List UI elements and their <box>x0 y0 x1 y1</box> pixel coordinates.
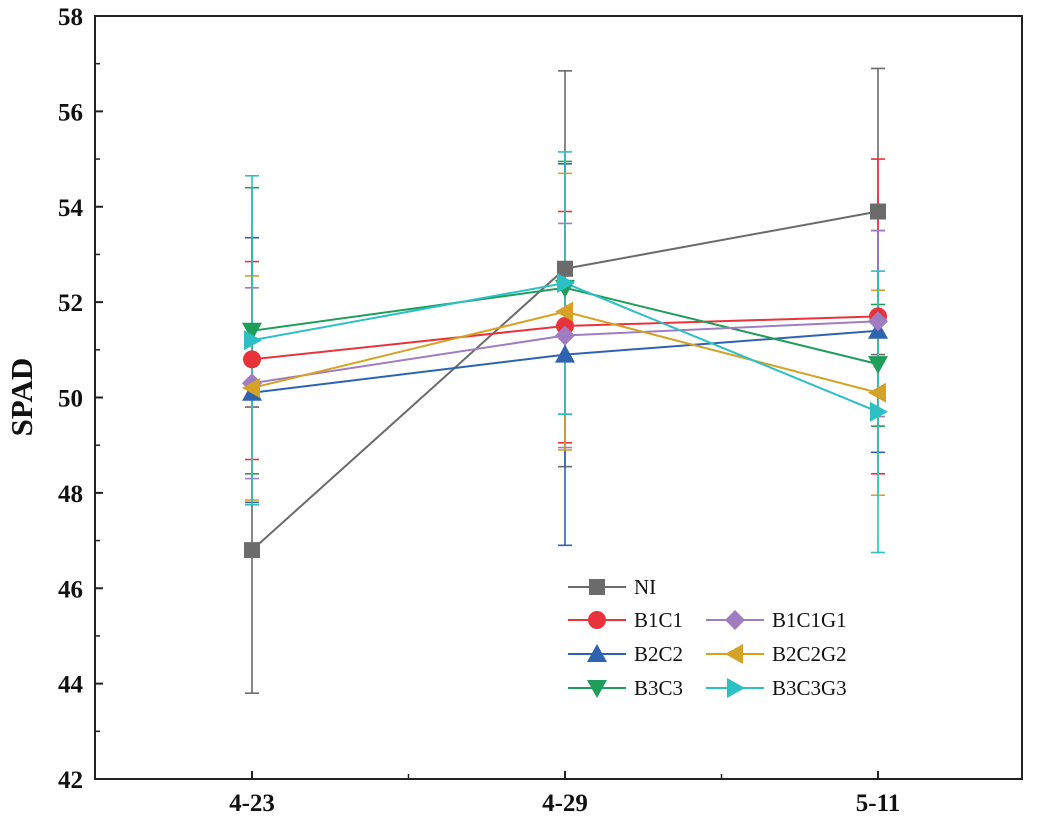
y-tick-label: 52 <box>58 290 83 317</box>
data-point-b3c3g3 <box>870 401 888 422</box>
y-tick-label: 44 <box>58 672 84 699</box>
y-tick-label: 50 <box>58 386 83 413</box>
data-point-ni <box>870 203 886 220</box>
data-point-ni <box>244 542 260 559</box>
axes-layer: 42 44 46 48 50 52 54 56 58 4-23 4-29 5-11 <box>58 4 900 817</box>
data-point-b1c1g1 <box>868 311 888 332</box>
data-point-b3c3g3 <box>244 330 262 351</box>
x-tick-label: 4-23 <box>229 790 275 817</box>
y-tick-label: 46 <box>58 576 83 603</box>
legend-label-b1c1g1: B1C1G1 <box>772 608 847 632</box>
data-point-b1c1g1 <box>555 325 575 346</box>
y-tick-label: 56 <box>58 99 83 126</box>
x-tick-label: 4-29 <box>542 790 588 817</box>
data-point-b3c3 <box>868 356 888 375</box>
data-point-b2c2g2 <box>868 382 886 403</box>
y-tick-label: 48 <box>58 481 83 508</box>
legend-marker-b1c1 <box>588 611 606 629</box>
y-tick-label: 54 <box>58 195 84 222</box>
x-tick-label: 5-11 <box>856 790 900 817</box>
data-point-b2c2 <box>555 344 575 363</box>
error-bars-layer <box>245 67 885 694</box>
y-tick-label: 58 <box>58 4 83 31</box>
legend-label-b2c2g2: B2C2G2 <box>772 642 847 666</box>
legend-marker-b2c2g2 <box>725 644 743 664</box>
data-point-ni <box>557 260 573 277</box>
legend-label-b3c3: B3C3 <box>634 676 683 700</box>
legend-marker-b3c3g3 <box>727 678 745 698</box>
legend: NI B1C1 B1C1G1 B2C2 B2C2G2 B3C3 B3C3G3 <box>568 575 847 700</box>
data-point-b3c3 <box>242 322 262 341</box>
data-point-b2c2g2 <box>555 301 573 322</box>
legend-label-b2c2: B2C2 <box>634 642 683 666</box>
data-point-b1c1 <box>243 350 261 369</box>
legend-marker-b1c1g1 <box>725 610 745 630</box>
data-point-b2c2g2 <box>242 377 260 398</box>
legend-label-b1c1: B1C1 <box>634 608 683 632</box>
legend-label-b3c3g3: B3C3G3 <box>772 676 847 700</box>
legend-label-ni: NI <box>634 575 656 599</box>
data-point-b3c3g3 <box>557 273 575 294</box>
series-markers-layer <box>242 203 888 559</box>
legend-marker-b3c3 <box>587 680 607 698</box>
y-axis-title: SPAD <box>4 358 39 437</box>
legend-marker-b2c2 <box>587 644 607 662</box>
y-tick-label: 42 <box>58 767 83 794</box>
legend-marker-ni <box>589 579 605 595</box>
